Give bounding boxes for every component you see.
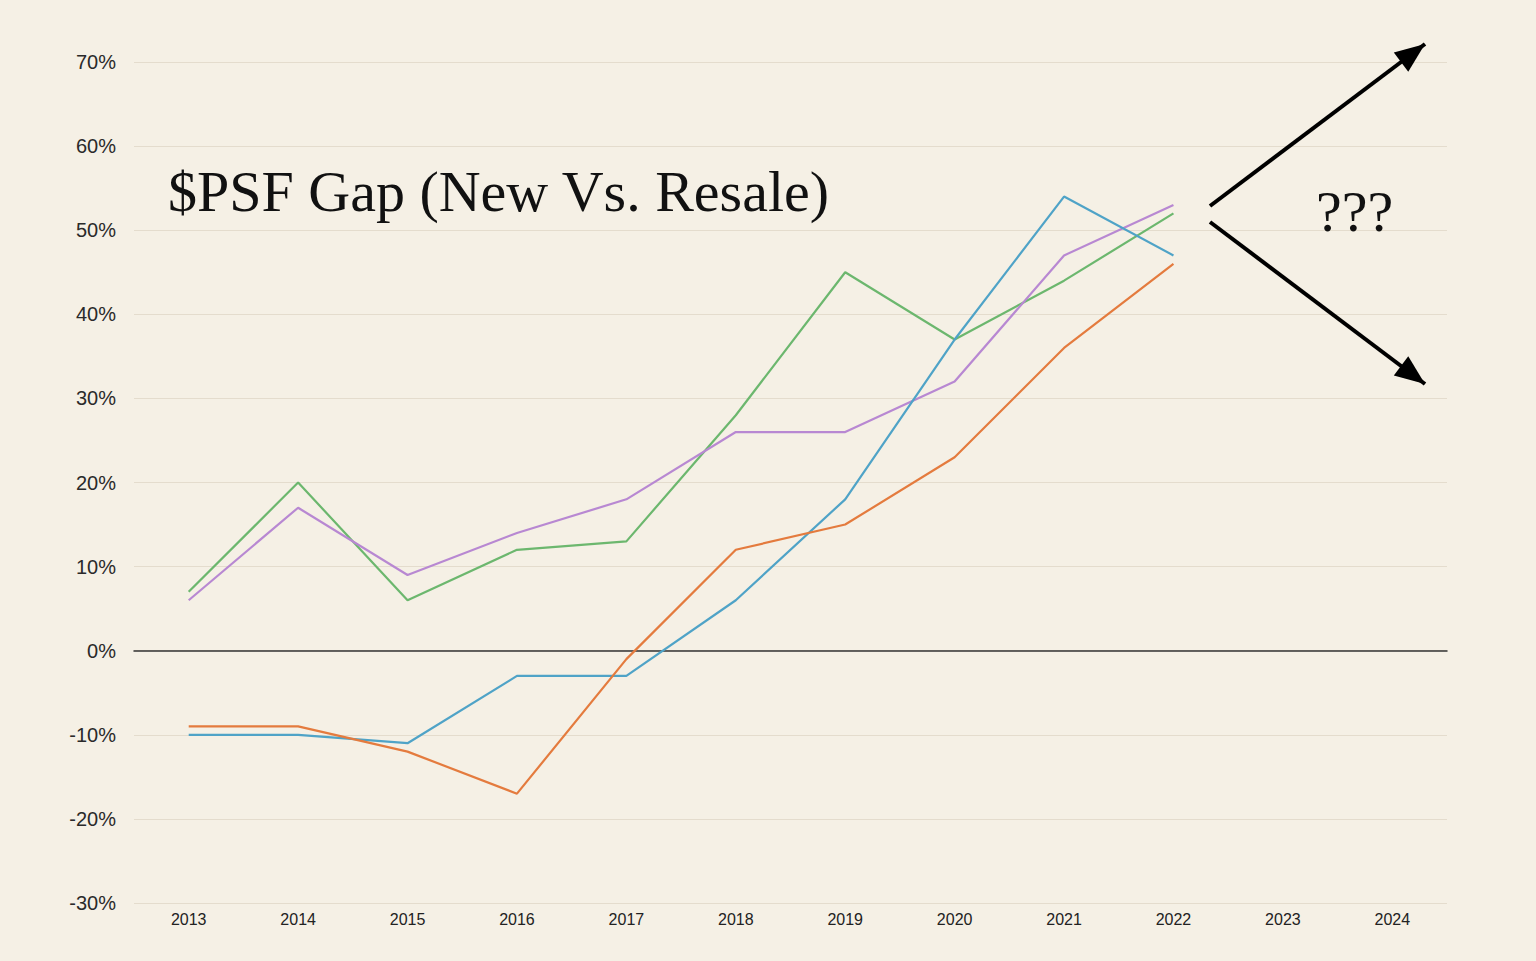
svg-text:2013: 2013	[171, 911, 207, 928]
svg-text:70%: 70%	[76, 51, 116, 73]
svg-text:2014: 2014	[280, 911, 316, 928]
svg-text:-10%: -10%	[69, 724, 116, 746]
svg-text:20%: 20%	[76, 472, 116, 494]
svg-text:2022: 2022	[1156, 911, 1192, 928]
svg-text:2015: 2015	[390, 911, 426, 928]
svg-text:50%: 50%	[76, 219, 116, 241]
svg-text:60%: 60%	[76, 135, 116, 157]
svg-text:???: ???	[1316, 179, 1393, 244]
svg-text:2023: 2023	[1265, 911, 1301, 928]
svg-text:10%: 10%	[76, 556, 116, 578]
svg-text:-30%: -30%	[69, 892, 116, 914]
svg-text:2019: 2019	[827, 911, 863, 928]
svg-text:2016: 2016	[499, 911, 535, 928]
svg-text:2017: 2017	[609, 911, 645, 928]
svg-text:30%: 30%	[76, 387, 116, 409]
svg-text:2018: 2018	[718, 911, 754, 928]
svg-text:40%: 40%	[76, 303, 116, 325]
svg-text:0%: 0%	[87, 640, 116, 662]
svg-text:-20%: -20%	[69, 808, 116, 830]
svg-text:2021: 2021	[1046, 911, 1082, 928]
svg-text:2024: 2024	[1374, 911, 1410, 928]
svg-text:$PSF Gap (New Vs. Resale): $PSF Gap (New Vs. Resale)	[168, 159, 829, 224]
svg-text:2020: 2020	[937, 911, 973, 928]
